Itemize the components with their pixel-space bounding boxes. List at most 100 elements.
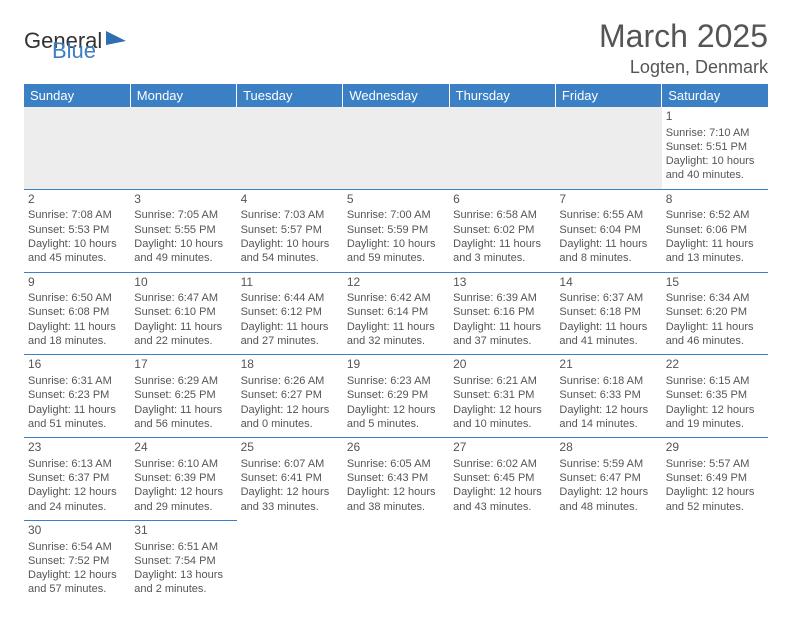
sunset-text: Sunset: 7:52 PM — [28, 554, 126, 568]
day-number: 29 — [666, 440, 764, 456]
day-number: 17 — [134, 357, 232, 373]
sunset-text: Sunset: 6:08 PM — [28, 305, 126, 319]
daylight2-text: and 32 minutes. — [347, 334, 445, 348]
daylight2-text: and 0 minutes. — [241, 417, 339, 431]
sunrise-text: Sunrise: 6:37 AM — [559, 291, 657, 305]
day-number: 23 — [28, 440, 126, 456]
sunset-text: Sunset: 6:12 PM — [241, 305, 339, 319]
sunset-text: Sunset: 6:35 PM — [666, 388, 764, 402]
sunset-text: Sunset: 6:31 PM — [453, 388, 551, 402]
sunset-text: Sunset: 6:33 PM — [559, 388, 657, 402]
calendar-cell: 8Sunrise: 6:52 AMSunset: 6:06 PMDaylight… — [662, 189, 768, 272]
sunrise-text: Sunrise: 5:57 AM — [666, 457, 764, 471]
sunset-text: Sunset: 6:43 PM — [347, 471, 445, 485]
day-number: 1 — [666, 109, 764, 125]
sunset-text: Sunset: 6:18 PM — [559, 305, 657, 319]
day-number: 13 — [453, 275, 551, 291]
daylight2-text: and 38 minutes. — [347, 500, 445, 514]
sunrise-text: Sunrise: 6:50 AM — [28, 291, 126, 305]
sunrise-text: Sunrise: 6:34 AM — [666, 291, 764, 305]
day-header: Thursday — [449, 84, 555, 107]
calendar-cell — [555, 520, 661, 602]
day-number: 7 — [559, 192, 657, 208]
daylight1-text: Daylight: 12 hours — [666, 485, 764, 499]
calendar-cell: 18Sunrise: 6:26 AMSunset: 6:27 PMDayligh… — [237, 355, 343, 438]
daylight1-text: Daylight: 11 hours — [134, 403, 232, 417]
day-number: 28 — [559, 440, 657, 456]
sunset-text: Sunset: 6:45 PM — [453, 471, 551, 485]
daylight1-text: Daylight: 11 hours — [241, 320, 339, 334]
daylight1-text: Daylight: 10 hours — [241, 237, 339, 251]
calendar-cell: 27Sunrise: 6:02 AMSunset: 6:45 PMDayligh… — [449, 438, 555, 521]
sunrise-text: Sunrise: 6:42 AM — [347, 291, 445, 305]
daylight2-text: and 29 minutes. — [134, 500, 232, 514]
sunset-text: Sunset: 7:54 PM — [134, 554, 232, 568]
calendar-week: 30Sunrise: 6:54 AMSunset: 7:52 PMDayligh… — [24, 520, 768, 602]
sunrise-text: Sunrise: 6:26 AM — [241, 374, 339, 388]
calendar-table: SundayMondayTuesdayWednesdayThursdayFrid… — [24, 84, 768, 603]
sunset-text: Sunset: 5:51 PM — [666, 140, 764, 154]
calendar-cell — [237, 520, 343, 602]
sunrise-text: Sunrise: 6:44 AM — [241, 291, 339, 305]
day-number: 24 — [134, 440, 232, 456]
day-number: 30 — [28, 523, 126, 539]
daylight1-text: Daylight: 10 hours — [28, 237, 126, 251]
sunset-text: Sunset: 6:04 PM — [559, 223, 657, 237]
calendar-cell — [449, 520, 555, 602]
calendar-week: 2Sunrise: 7:08 AMSunset: 5:53 PMDaylight… — [24, 189, 768, 272]
calendar-cell — [343, 520, 449, 602]
daylight2-text: and 48 minutes. — [559, 500, 657, 514]
sunrise-text: Sunrise: 6:23 AM — [347, 374, 445, 388]
sunrise-text: Sunrise: 7:03 AM — [241, 208, 339, 222]
calendar-cell — [237, 107, 343, 189]
calendar-cell: 19Sunrise: 6:23 AMSunset: 6:29 PMDayligh… — [343, 355, 449, 438]
daylight1-text: Daylight: 10 hours — [666, 154, 764, 168]
calendar-cell: 25Sunrise: 6:07 AMSunset: 6:41 PMDayligh… — [237, 438, 343, 521]
day-header: Tuesday — [237, 84, 343, 107]
daylight2-text: and 33 minutes. — [241, 500, 339, 514]
sunset-text: Sunset: 6:20 PM — [666, 305, 764, 319]
sunrise-text: Sunrise: 6:39 AM — [453, 291, 551, 305]
daylight1-text: Daylight: 12 hours — [28, 485, 126, 499]
calendar-cell: 6Sunrise: 6:58 AMSunset: 6:02 PMDaylight… — [449, 189, 555, 272]
sunset-text: Sunset: 6:41 PM — [241, 471, 339, 485]
daylight1-text: Daylight: 10 hours — [134, 237, 232, 251]
daylight2-text: and 59 minutes. — [347, 251, 445, 265]
calendar-cell: 4Sunrise: 7:03 AMSunset: 5:57 PMDaylight… — [237, 189, 343, 272]
sunrise-text: Sunrise: 6:55 AM — [559, 208, 657, 222]
sunset-text: Sunset: 5:59 PM — [347, 223, 445, 237]
sunrise-text: Sunrise: 6:15 AM — [666, 374, 764, 388]
daylight1-text: Daylight: 12 hours — [559, 485, 657, 499]
sunrise-text: Sunrise: 6:51 AM — [134, 540, 232, 554]
daylight2-text: and 13 minutes. — [666, 251, 764, 265]
calendar-week: 1Sunrise: 7:10 AMSunset: 5:51 PMDaylight… — [24, 107, 768, 189]
sunset-text: Sunset: 6:29 PM — [347, 388, 445, 402]
day-number: 4 — [241, 192, 339, 208]
sunset-text: Sunset: 6:14 PM — [347, 305, 445, 319]
sunrise-text: Sunrise: 7:05 AM — [134, 208, 232, 222]
calendar-cell — [662, 520, 768, 602]
daylight1-text: Daylight: 10 hours — [347, 237, 445, 251]
sunrise-text: Sunrise: 7:08 AM — [28, 208, 126, 222]
sunset-text: Sunset: 6:02 PM — [453, 223, 551, 237]
calendar-week: 16Sunrise: 6:31 AMSunset: 6:23 PMDayligh… — [24, 355, 768, 438]
day-number: 8 — [666, 192, 764, 208]
daylight1-text: Daylight: 11 hours — [666, 320, 764, 334]
location: Logten, Denmark — [599, 57, 768, 78]
sunset-text: Sunset: 6:49 PM — [666, 471, 764, 485]
calendar-cell: 22Sunrise: 6:15 AMSunset: 6:35 PMDayligh… — [662, 355, 768, 438]
calendar-week: 9Sunrise: 6:50 AMSunset: 6:08 PMDaylight… — [24, 272, 768, 355]
daylight1-text: Daylight: 12 hours — [453, 485, 551, 499]
day-number: 16 — [28, 357, 126, 373]
calendar-cell: 5Sunrise: 7:00 AMSunset: 5:59 PMDaylight… — [343, 189, 449, 272]
calendar-cell — [24, 107, 130, 189]
calendar-cell: 20Sunrise: 6:21 AMSunset: 6:31 PMDayligh… — [449, 355, 555, 438]
day-number: 3 — [134, 192, 232, 208]
day-number: 6 — [453, 192, 551, 208]
daylight1-text: Daylight: 11 hours — [28, 320, 126, 334]
daylight2-text: and 54 minutes. — [241, 251, 339, 265]
logo-text-blue: Blue — [52, 38, 96, 63]
calendar-cell: 12Sunrise: 6:42 AMSunset: 6:14 PMDayligh… — [343, 272, 449, 355]
day-header: Sunday — [24, 84, 130, 107]
calendar-cell — [449, 107, 555, 189]
